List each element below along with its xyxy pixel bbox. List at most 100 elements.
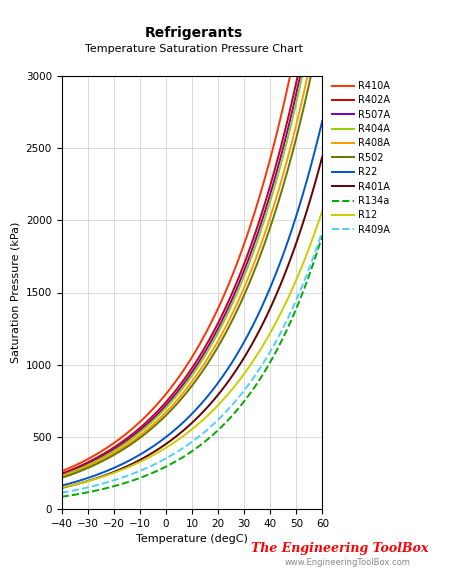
R507A [279, 151, 284, 158]
R12 [319, 207, 325, 214]
R22 [59, 482, 64, 489]
R401A [219, 387, 224, 394]
R22 [319, 118, 325, 125]
R409A [60, 489, 65, 496]
Text: Refrigerants: Refrigerants [145, 26, 244, 40]
R408A [295, 115, 301, 122]
R408A [59, 473, 64, 480]
R507A [59, 472, 64, 479]
R409A [213, 418, 219, 425]
R408A [319, 0, 325, 6]
R408A [214, 340, 219, 347]
R401A [214, 393, 219, 400]
R409A [279, 328, 284, 335]
Line: R502: R502 [62, 20, 322, 478]
Line: R404A: R404A [62, 0, 322, 476]
R404A [279, 159, 284, 166]
R134a [279, 338, 284, 345]
R12 [60, 484, 65, 491]
R22 [214, 381, 219, 388]
R402A [59, 470, 64, 477]
R502 [59, 474, 64, 481]
R502 [295, 128, 301, 135]
R410A [279, 111, 284, 118]
Line: R12: R12 [62, 211, 322, 488]
R22 [279, 256, 284, 263]
R410A [295, 35, 301, 42]
R410A [213, 309, 219, 316]
R401A [59, 484, 64, 491]
R507A [60, 471, 65, 478]
Line: R409A: R409A [62, 232, 322, 493]
R410A [59, 468, 64, 475]
R507A [219, 319, 224, 326]
R502 [279, 189, 284, 196]
R404A [59, 472, 64, 479]
R410A [60, 467, 65, 474]
R401A [319, 153, 325, 160]
R402A [219, 314, 224, 321]
R12 [279, 308, 284, 315]
R408A [213, 341, 219, 348]
Line: R401A: R401A [62, 156, 322, 488]
Y-axis label: Saturation Pressure (kPa): Saturation Pressure (kPa) [10, 222, 20, 363]
R22 [60, 482, 65, 489]
R502 [219, 338, 224, 345]
R404A [213, 333, 219, 340]
R401A [60, 484, 65, 491]
R134a [213, 429, 219, 436]
Line: R410A: R410A [62, 0, 322, 472]
R409A [59, 489, 64, 496]
R22 [219, 375, 224, 382]
R22 [213, 382, 219, 389]
Legend: R410A, R402A, R507A, R404A, R408A, R502, R22, R401A, R134a, R12, R409A: R410A, R402A, R507A, R404A, R408A, R502,… [332, 81, 390, 235]
Text: Temperature Saturation Pressure Chart: Temperature Saturation Pressure Chart [85, 44, 303, 54]
R507A [213, 329, 219, 336]
R410A [219, 298, 224, 305]
R502 [319, 17, 325, 24]
R409A [219, 413, 224, 420]
X-axis label: Temperature (degC): Temperature (degC) [136, 534, 248, 544]
Text: The Engineering ToolBox: The Engineering ToolBox [251, 542, 428, 555]
R502 [60, 474, 65, 481]
R134a [319, 232, 325, 239]
R401A [213, 394, 219, 401]
R502 [213, 347, 219, 354]
R408A [60, 473, 65, 480]
R12 [295, 273, 301, 280]
R134a [59, 493, 64, 500]
R404A [295, 92, 301, 99]
R410A [214, 308, 219, 315]
R507A [295, 83, 301, 90]
R409A [319, 228, 325, 235]
Text: www.EngineeringToolBox.com: www.EngineeringToolBox.com [284, 559, 410, 567]
R409A [295, 292, 301, 300]
R507A [214, 327, 219, 334]
R12 [219, 398, 224, 405]
R12 [214, 403, 219, 410]
R12 [59, 484, 64, 491]
R409A [214, 418, 219, 425]
R402A [60, 470, 65, 477]
R408A [219, 332, 224, 339]
Line: R22: R22 [62, 121, 322, 486]
R22 [295, 207, 301, 214]
R401A [279, 279, 284, 286]
R134a [60, 493, 65, 500]
R134a [219, 424, 224, 431]
R12 [213, 404, 219, 411]
R404A [214, 332, 219, 339]
Line: R402A: R402A [62, 0, 322, 474]
Line: R134a: R134a [62, 236, 322, 497]
R404A [219, 324, 224, 331]
R404A [60, 472, 65, 479]
Line: R507A: R507A [62, 0, 322, 475]
R408A [279, 177, 284, 184]
R134a [295, 301, 301, 308]
R402A [295, 71, 301, 78]
R134a [214, 428, 219, 435]
R502 [214, 345, 219, 352]
R402A [279, 142, 284, 149]
R401A [295, 235, 301, 242]
R402A [213, 324, 219, 331]
